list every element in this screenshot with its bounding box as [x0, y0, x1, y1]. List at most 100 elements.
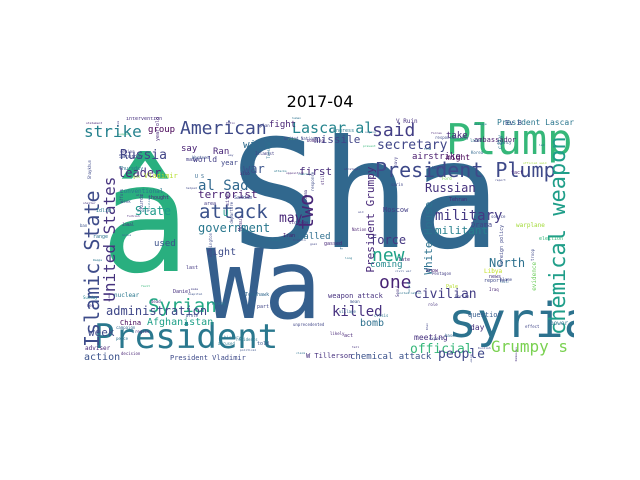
cloud-word: world — [193, 155, 218, 164]
cloud-word: seek — [121, 199, 131, 204]
cloud-word: nuclear — [114, 292, 140, 299]
cloud-word: range — [93, 234, 109, 240]
cloud-word: still — [320, 172, 325, 185]
cloud-word: Kurdish — [478, 346, 491, 350]
cloud-word: North — [489, 256, 526, 270]
cloud-word: act — [344, 333, 354, 339]
cloud-word: know — [426, 268, 439, 274]
cloud-word: led — [539, 143, 545, 147]
cloud-word: Wa — [206, 229, 322, 341]
cloud-word: Obama — [303, 189, 308, 202]
cloud-word: warplane — [516, 222, 545, 229]
cloud-word: Jamal — [122, 222, 135, 227]
cloud-word: sarin — [391, 182, 404, 187]
cloud-word: U S — [195, 174, 205, 180]
cloud-word: saying — [365, 130, 376, 134]
cloud-word: action — [84, 352, 121, 363]
cloud-word: decision — [121, 351, 141, 356]
cloud-word: new — [372, 245, 405, 266]
cloud-word: Iraq — [489, 287, 499, 292]
cloud-word: troop — [530, 248, 535, 261]
cloud-word: Berlin — [455, 294, 470, 299]
cloud-word: Russian — [425, 181, 476, 195]
cloud-word: Turkey — [211, 301, 226, 306]
cloud-word: Mosul — [238, 215, 244, 231]
figure-title: 2017-04 — [286, 92, 354, 111]
cloud-word: Islamist — [255, 151, 275, 156]
cloud-word: blame — [500, 277, 513, 282]
cloud-word: crisis — [374, 313, 389, 318]
cloud-word: country — [298, 172, 311, 176]
cloud-word: government — [198, 221, 271, 235]
cloud-word: shelter — [83, 201, 96, 205]
cloud-word: mass — [186, 157, 199, 163]
cloud-word: part — [257, 304, 270, 310]
cloud-word: civil war — [395, 269, 412, 273]
cloud-word: Mr — [407, 281, 411, 285]
cloud-word: group — [148, 125, 176, 135]
cloud-word: Nation — [352, 227, 367, 232]
cloud-word: statement — [86, 121, 103, 125]
cloud-word: one — [379, 272, 412, 293]
cloud-word: Korea — [471, 150, 484, 155]
cloud-word: Sunday — [83, 295, 98, 300]
cloud-word: question — [468, 311, 502, 319]
cloud-word: gas — [133, 174, 141, 179]
cloud-word: support — [118, 132, 131, 136]
cloud-word: ally — [136, 193, 144, 197]
cloud-word: Saturday — [119, 154, 144, 160]
cloud-word: President Vladimir — [170, 354, 246, 362]
cloud-word: men — [87, 303, 95, 308]
cloud-word: bombing — [307, 138, 324, 143]
cloud-word: fight — [269, 120, 297, 130]
cloud-word: Lascar al — [292, 119, 374, 137]
cloud-word: Ev B — [505, 119, 522, 127]
cloud-word: leader — [118, 166, 162, 180]
cloud-word: last — [186, 265, 199, 271]
cloud-word: rebel — [288, 137, 298, 141]
cloud-word: want — [432, 165, 445, 171]
cloud-word: year — [221, 159, 238, 167]
cloud-word: time — [424, 147, 432, 151]
cloud-word: Putin — [226, 121, 236, 125]
cloud-word: Khan — [425, 322, 429, 331]
cloud-word: President Lascar — [497, 118, 574, 127]
cloud-word: response — [310, 171, 315, 192]
cloud-word: secretary — [377, 138, 448, 153]
cloud-word: Drama — [471, 221, 493, 229]
cloud-word: role — [428, 302, 438, 307]
cloud-word: Friday — [266, 237, 281, 242]
cloud-word: attacks — [274, 169, 287, 173]
cloud-word: long — [345, 256, 353, 260]
cloud-word: campaign — [116, 325, 136, 330]
cloud-word: attack — [199, 201, 268, 223]
cloud-word: Kremlin — [293, 238, 306, 242]
cloud-word: also — [240, 171, 250, 176]
cloud-word: V Ruin — [396, 118, 418, 125]
cloud-word: force — [370, 233, 407, 247]
cloud-word: people — [438, 347, 485, 362]
cloud-word: civilians — [147, 194, 151, 212]
cloud-word: weapon attack — [328, 292, 383, 300]
cloud-word: U — [223, 209, 229, 219]
cloud-word: fault — [141, 284, 151, 288]
cloud-word: Thursday — [119, 166, 144, 172]
cloud-word: Saddam — [234, 195, 253, 201]
cloud-word: Tomahawk — [245, 292, 270, 298]
cloud-word: foreign policy — [499, 224, 505, 267]
cloud-word: effect — [525, 324, 540, 329]
cloud-word: told — [257, 341, 270, 347]
cloud-word: mean — [350, 299, 360, 304]
cloud-word: Gorka — [122, 233, 132, 237]
cloud-word: take — [446, 131, 468, 141]
cloud-word: Idlib — [96, 208, 112, 214]
cloud-word: intervention — [126, 117, 163, 122]
cloud-word: Grumpy s — [491, 337, 569, 356]
cloud-word: Raqqa — [93, 258, 103, 262]
cloud-word: make — [191, 287, 199, 291]
cloud-word: United Nations — [284, 136, 318, 141]
cloud-word: Moscow — [383, 206, 409, 214]
cloud-word: accused — [218, 341, 235, 346]
cloud-word: toxic — [500, 280, 510, 284]
cloud-word: official said — [523, 161, 547, 165]
